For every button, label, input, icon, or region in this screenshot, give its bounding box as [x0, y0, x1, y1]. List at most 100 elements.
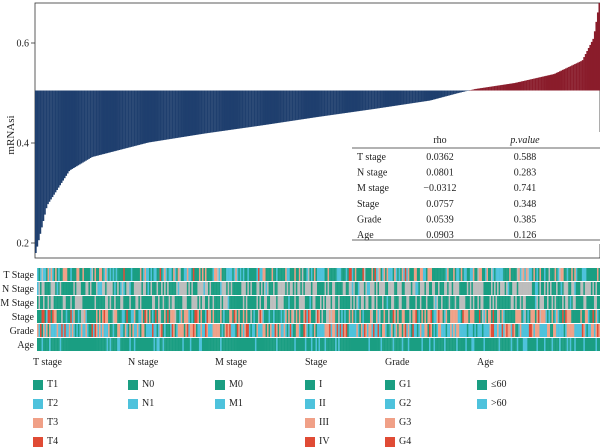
track-cell	[560, 338, 563, 351]
bar	[268, 90, 271, 125]
track-cell	[59, 296, 62, 309]
track-cell	[247, 296, 250, 309]
track-cell	[195, 324, 198, 337]
track-cell	[566, 338, 569, 351]
track-cell	[453, 324, 455, 337]
track-cell	[142, 338, 145, 351]
track-cell	[83, 296, 86, 309]
track-cell	[300, 338, 303, 351]
track-cell	[478, 268, 481, 281]
track-cell	[565, 338, 567, 351]
track-cell	[575, 268, 578, 281]
track-cell	[324, 338, 327, 351]
bar	[525, 80, 528, 91]
track-cell	[92, 268, 95, 281]
track-cell	[224, 338, 227, 351]
track-cell	[136, 282, 139, 295]
track-cell	[336, 310, 339, 323]
bar	[419, 90, 421, 103]
track-cell	[94, 282, 97, 295]
bar	[375, 90, 377, 109]
track-cell	[459, 282, 461, 295]
track-cell	[121, 296, 124, 309]
track-cell	[206, 282, 209, 295]
track-cell	[206, 338, 209, 351]
track-cell	[274, 282, 277, 295]
bar	[117, 90, 119, 151]
bar	[426, 90, 429, 101]
track-cell	[536, 282, 539, 295]
track-cell	[236, 310, 239, 323]
track-cell	[254, 268, 257, 281]
track-cell	[189, 296, 192, 309]
track-cell	[141, 310, 144, 323]
track-cell	[421, 268, 424, 281]
track-cell	[368, 324, 371, 337]
track-cell	[156, 296, 159, 309]
track-cell	[226, 310, 228, 323]
track-cell	[168, 338, 171, 351]
track-cell	[321, 324, 324, 337]
track-cell	[141, 282, 144, 295]
track-cell	[201, 296, 204, 309]
track-cell	[312, 324, 315, 337]
track-cell	[248, 296, 251, 309]
track-cell	[309, 310, 312, 323]
track-cell	[218, 296, 221, 309]
track-cell	[377, 310, 380, 323]
track-cell	[486, 296, 489, 309]
track-cell	[571, 338, 573, 351]
track-cell	[306, 338, 309, 351]
track-cell	[315, 310, 318, 323]
track-cell	[306, 296, 309, 309]
track-cell	[155, 296, 157, 309]
track-cell	[182, 282, 185, 295]
track-cell	[316, 324, 319, 337]
track-cell	[144, 338, 147, 351]
track-cell	[395, 310, 398, 323]
track-cell	[374, 282, 377, 295]
track-cell	[153, 338, 156, 351]
bar	[492, 86, 494, 91]
track-cell	[377, 338, 380, 351]
legend-group: Age ≤60 >60	[477, 357, 507, 409]
track-cell	[484, 324, 487, 337]
track-cell	[53, 338, 56, 351]
track-cell	[191, 338, 194, 351]
track-cell	[46, 310, 48, 323]
track-cell	[474, 282, 477, 295]
track-cell	[83, 282, 86, 295]
track-cell	[489, 282, 492, 295]
track-cell	[478, 324, 481, 337]
bar	[173, 90, 175, 139]
track-cell	[374, 296, 377, 309]
track-cell	[374, 324, 377, 337]
bar	[540, 76, 543, 91]
track-cell	[270, 282, 272, 295]
track-cell	[406, 338, 408, 351]
bar	[598, 3, 600, 91]
track-cell	[457, 282, 460, 295]
track-cell	[200, 338, 203, 351]
table-cell: 0.0757	[426, 199, 454, 210]
track-cell	[522, 296, 525, 309]
track-cell	[279, 296, 281, 309]
bar	[581, 60, 584, 91]
bar	[335, 90, 338, 115]
bar	[367, 90, 370, 110]
bar	[287, 90, 289, 122]
track-cell	[581, 324, 584, 337]
track-cell	[279, 324, 281, 337]
track-cell	[347, 282, 349, 295]
track-cell	[383, 282, 386, 295]
track-cell	[486, 338, 489, 351]
track-cell	[474, 310, 477, 323]
track-cell	[313, 338, 316, 351]
track-cell	[253, 268, 256, 281]
bar	[355, 90, 358, 112]
track-cell	[145, 324, 148, 337]
track-cell	[524, 310, 527, 323]
track-cell	[453, 268, 455, 281]
track-cell	[191, 324, 194, 337]
track-cell	[76, 324, 79, 337]
